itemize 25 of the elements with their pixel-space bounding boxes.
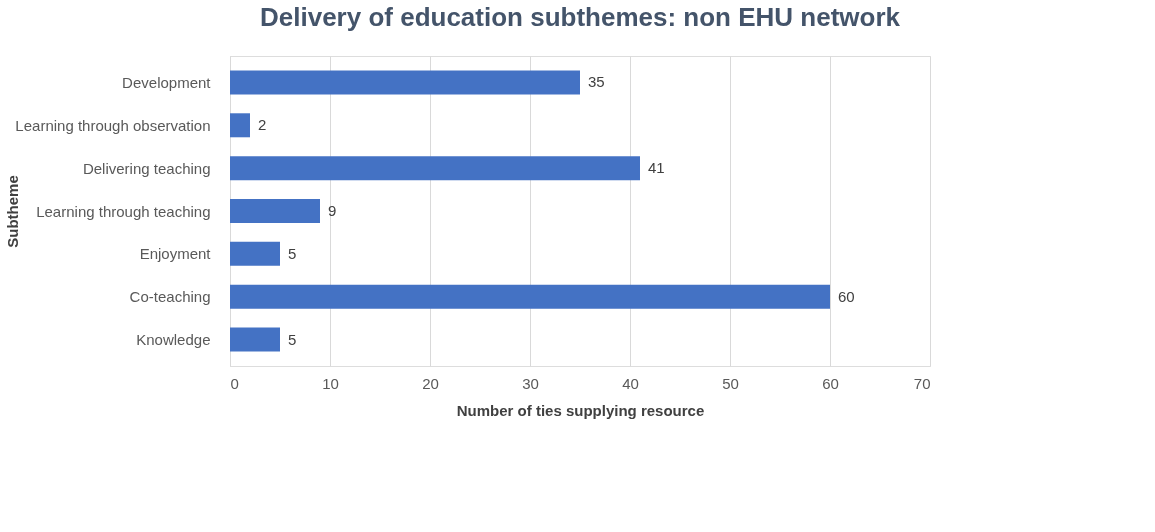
data-label: 5 [288,330,297,348]
y-tick-label: Co-teaching [129,288,211,306]
x-tick-label: 20 [422,374,439,392]
x-tick-label: 10 [322,374,339,392]
x-tick-label: 30 [522,374,539,392]
x-axis-title: Number of ties supplying resource [456,401,705,419]
y-tick-label: Enjoyment [139,245,212,263]
x-tick-label: 60 [822,374,839,392]
y-tick-label: Learning through teaching [36,202,211,220]
x-tick-label: 70 [913,374,931,392]
data-label: 9 [328,202,337,219]
data-label: 2 [258,116,267,134]
data-label: 60 [838,287,855,305]
data-label: 5 [288,244,297,262]
x-tick-label: 40 [622,374,639,392]
y-tick-label: Development [122,73,212,91]
x-tick-label: 0 [230,374,239,392]
y-axis-title: Subtheme [3,175,21,248]
chart-title: Delivery of education subthemes: non EHU network [260,2,901,32]
y-tick-label: Delivering teaching [82,159,211,177]
y-tick-label: Learning through observation [15,116,211,134]
x-tick-label: 50 [722,374,739,392]
data-label: 41 [648,159,665,177]
data-label: 35 [588,73,605,91]
y-tick-label: Knowledge [136,331,211,349]
